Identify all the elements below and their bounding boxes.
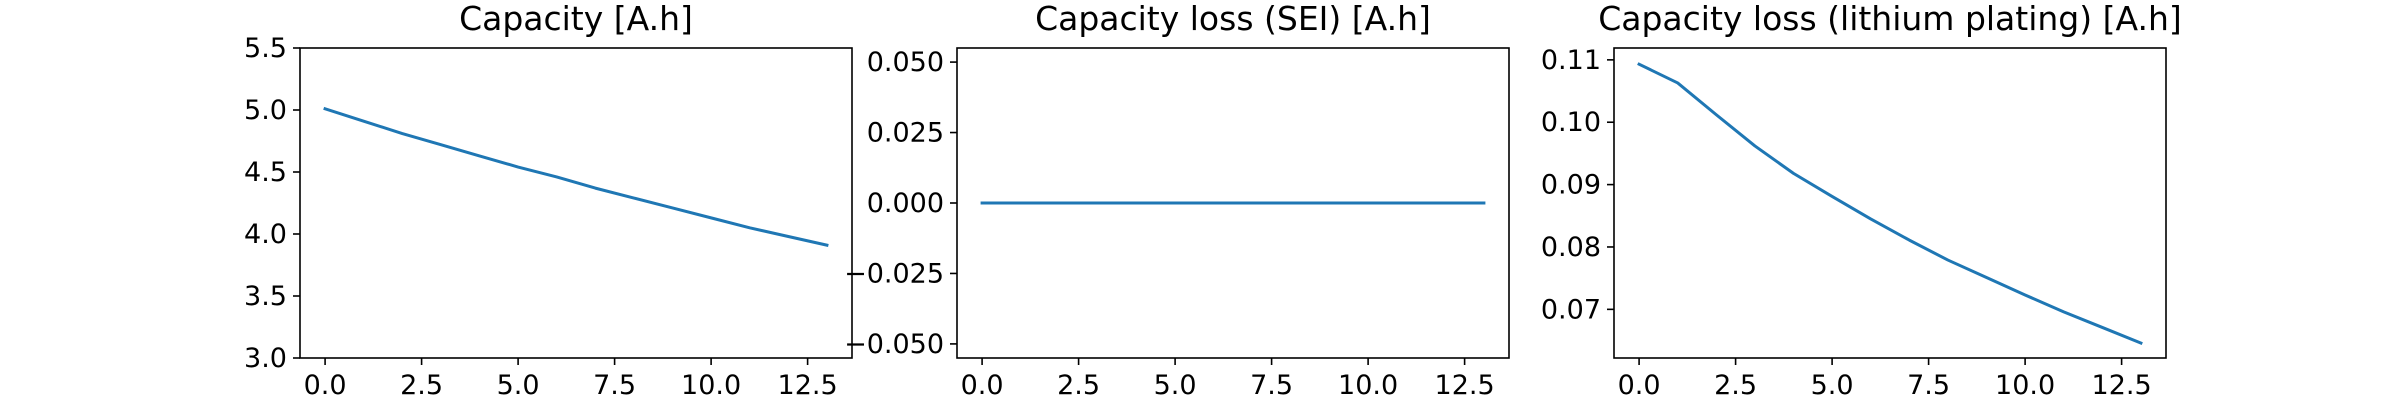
axes-frame — [299, 47, 853, 359]
x-tick-label: 2.5 — [1057, 370, 1100, 400]
y-tick-label: 3.0 — [244, 343, 287, 374]
subplot-title: Capacity [A.h] — [459, 0, 693, 38]
x-tick-label: 0.0 — [1618, 370, 1661, 400]
y-tick-label: 3.5 — [244, 281, 287, 312]
plot-area: 0.0 2.5 5.0 7.5 10.0 12.5 3.0 3.5 4.0 4.5 5.0 5.5 — [244, 33, 838, 400]
y-tick-label: 4.0 — [244, 219, 287, 250]
subplot-capacity-loss-lithium-plating: Capacity loss (lithium plating) [A.h] 0.… — [1541, 0, 2182, 400]
x-tick-label: 0.0 — [961, 370, 1004, 400]
y-tick-label: 0.08 — [1541, 232, 1601, 263]
x-tick-label: 10.0 — [1995, 370, 2055, 400]
x-tick-label: 10.0 — [1338, 370, 1398, 400]
y-tick-label: 0.09 — [1541, 170, 1601, 201]
x-tick-label: 12.5 — [778, 370, 838, 400]
y-tick-label: 5.5 — [244, 33, 287, 64]
y-tick-label: 0.07 — [1541, 294, 1601, 325]
subplot-title: Capacity loss (SEI) [A.h] — [1035, 0, 1431, 38]
y-tick-label: 0.000 — [867, 188, 944, 219]
x-tick-label: 10.0 — [681, 370, 741, 400]
y-tick-label: −0.050 — [844, 329, 944, 360]
y-tick-label: 0.10 — [1541, 107, 1601, 138]
y-tick-label: 0.11 — [1541, 45, 1601, 76]
x-tick-label: 12.5 — [1435, 370, 1495, 400]
y-tick-label: 5.0 — [244, 95, 287, 126]
axes-frame — [1613, 47, 2167, 359]
x-tick-label: 5.0 — [497, 370, 540, 400]
x-tick-label: 7.5 — [593, 370, 636, 400]
x-tick-label: 5.0 — [1811, 370, 1854, 400]
plot-area: 0.0 2.5 5.0 7.5 10.0 12.5 0.07 0.08 0.09 0.10 0.11 — [1541, 45, 2152, 400]
x-tick-label: 2.5 — [1714, 370, 1757, 400]
series-line — [323, 106, 829, 247]
y-tick-label: 0.025 — [867, 118, 944, 149]
axes-frame — [956, 47, 1510, 359]
x-tick-label: 7.5 — [1250, 370, 1293, 400]
x-tick-label: 7.5 — [1907, 370, 1950, 400]
y-tick-label: −0.025 — [844, 258, 944, 289]
subplot-capacity: Capacity [A.h] 0.0 2.5 5.0 7.5 10.0 12.5 3.0 3.… — [244, 0, 853, 400]
plot-area: 0.0 2.5 5.0 7.5 10.0 12.5 −0.050 −0.025 0.000 0.0… — [844, 47, 1495, 400]
y-tick-label: 4.5 — [244, 157, 287, 188]
subplot-capacity-loss-sei: Capacity loss (SEI) [A.h] 0.0 2.5 5.0 7.5 10… — [844, 0, 1510, 400]
x-tick-label: 5.0 — [1154, 370, 1197, 400]
x-tick-label: 2.5 — [400, 370, 443, 400]
y-tick-label: 0.050 — [867, 47, 944, 78]
x-tick-label: 0.0 — [304, 370, 347, 400]
x-tick-label: 12.5 — [2092, 370, 2152, 400]
subplot-title: Capacity loss (lithium plating) [A.h] — [1598, 0, 2182, 38]
series-line — [1637, 62, 2143, 345]
